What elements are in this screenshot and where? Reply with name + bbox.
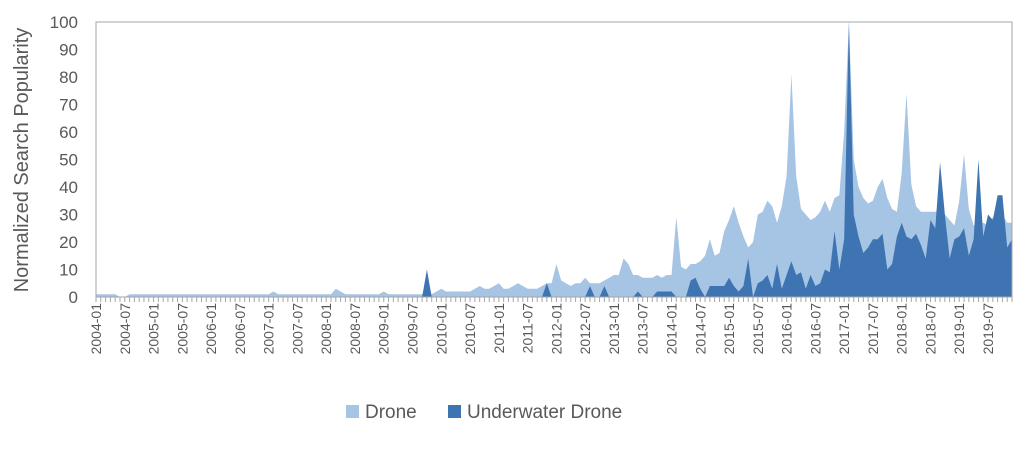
x-tick-label: 2008-07: [347, 303, 363, 355]
y-tick-label: 10: [59, 261, 78, 280]
x-tick-label: 2018-07: [922, 303, 938, 355]
x-tick-label: 2010-07: [462, 303, 478, 355]
x-tick-label: 2014-01: [663, 303, 679, 355]
legend-swatch: [346, 405, 359, 418]
x-tick-label: 2013-01: [606, 303, 622, 355]
x-tick-label: 2016-07: [807, 303, 823, 355]
y-axis-title: Normalized Search Popularity: [11, 28, 33, 293]
y-tick-labels: 0 10 20 30 40 50 60 70 80 90 100: [50, 13, 78, 307]
area-drone: [96, 22, 1012, 297]
y-tick-label: 100: [50, 13, 78, 32]
x-tick-label: 2008-01: [318, 303, 334, 355]
y-tick-label: 50: [59, 151, 78, 170]
x-tick-label: 2009-07: [405, 303, 421, 355]
x-tick-label: 2015-01: [721, 303, 737, 355]
y-tick-label: 70: [59, 96, 78, 115]
x-tick-label: 2017-07: [865, 303, 881, 355]
x-tick-label: 2015-07: [750, 303, 766, 355]
legend-swatch: [448, 405, 461, 418]
y-tick-label: 80: [59, 68, 78, 87]
x-tick-label: 2006-07: [232, 303, 248, 355]
x-tick-label: 2018-01: [894, 303, 910, 355]
x-tick-label: 2012-01: [548, 303, 564, 355]
x-tick-label: 2011-01: [491, 303, 507, 354]
y-tick-label: 20: [59, 233, 78, 252]
legend: Drone Underwater Drone: [346, 402, 622, 423]
legend-label: Drone: [365, 402, 417, 423]
legend-item-drone: Drone: [346, 402, 417, 423]
legend-item-underwater-drone: Underwater Drone: [448, 402, 622, 423]
x-tick-label: 2007-07: [289, 303, 305, 355]
x-tick-label: 2012-07: [577, 303, 593, 355]
x-tick-label: 2004-01: [88, 303, 104, 355]
area-underwater-drone: [96, 22, 1012, 297]
x-tick-label: 2004-07: [117, 303, 133, 355]
x-tick-label: 2007-01: [261, 303, 277, 355]
x-tick-label: 2006-01: [203, 303, 219, 355]
x-tick-label: 2014-07: [692, 303, 708, 355]
y-tick-label: 0: [69, 288, 78, 307]
y-tick-label: 30: [59, 206, 78, 225]
y-tick-label: 60: [59, 123, 78, 142]
y-tick-label: 40: [59, 178, 78, 197]
axes: [95, 21, 1013, 302]
x-tick-labels: 2004-01 2004-07 2005-01 2005-07 2006-01 2006-…: [88, 303, 996, 355]
plot-border: [95, 21, 1013, 298]
x-tick-label: 2009-01: [376, 303, 392, 355]
x-tick-label: 2011-07: [520, 303, 536, 354]
legend-label: Underwater Drone: [467, 402, 622, 423]
plot-areas: [96, 22, 1012, 297]
x-tick-label: 2005-01: [146, 303, 162, 355]
x-tick-label: 2017-01: [836, 303, 852, 355]
x-tick-label: 2019-01: [951, 303, 967, 355]
x-tick-label: 2010-01: [433, 303, 449, 355]
x-tick-label: 2005-07: [174, 303, 190, 355]
y-tick-label: 90: [59, 41, 78, 60]
x-tick-label: 2013-07: [635, 303, 651, 355]
x-tick-label: 2019-07: [980, 303, 996, 355]
x-tick-label: 2016-01: [779, 303, 795, 355]
